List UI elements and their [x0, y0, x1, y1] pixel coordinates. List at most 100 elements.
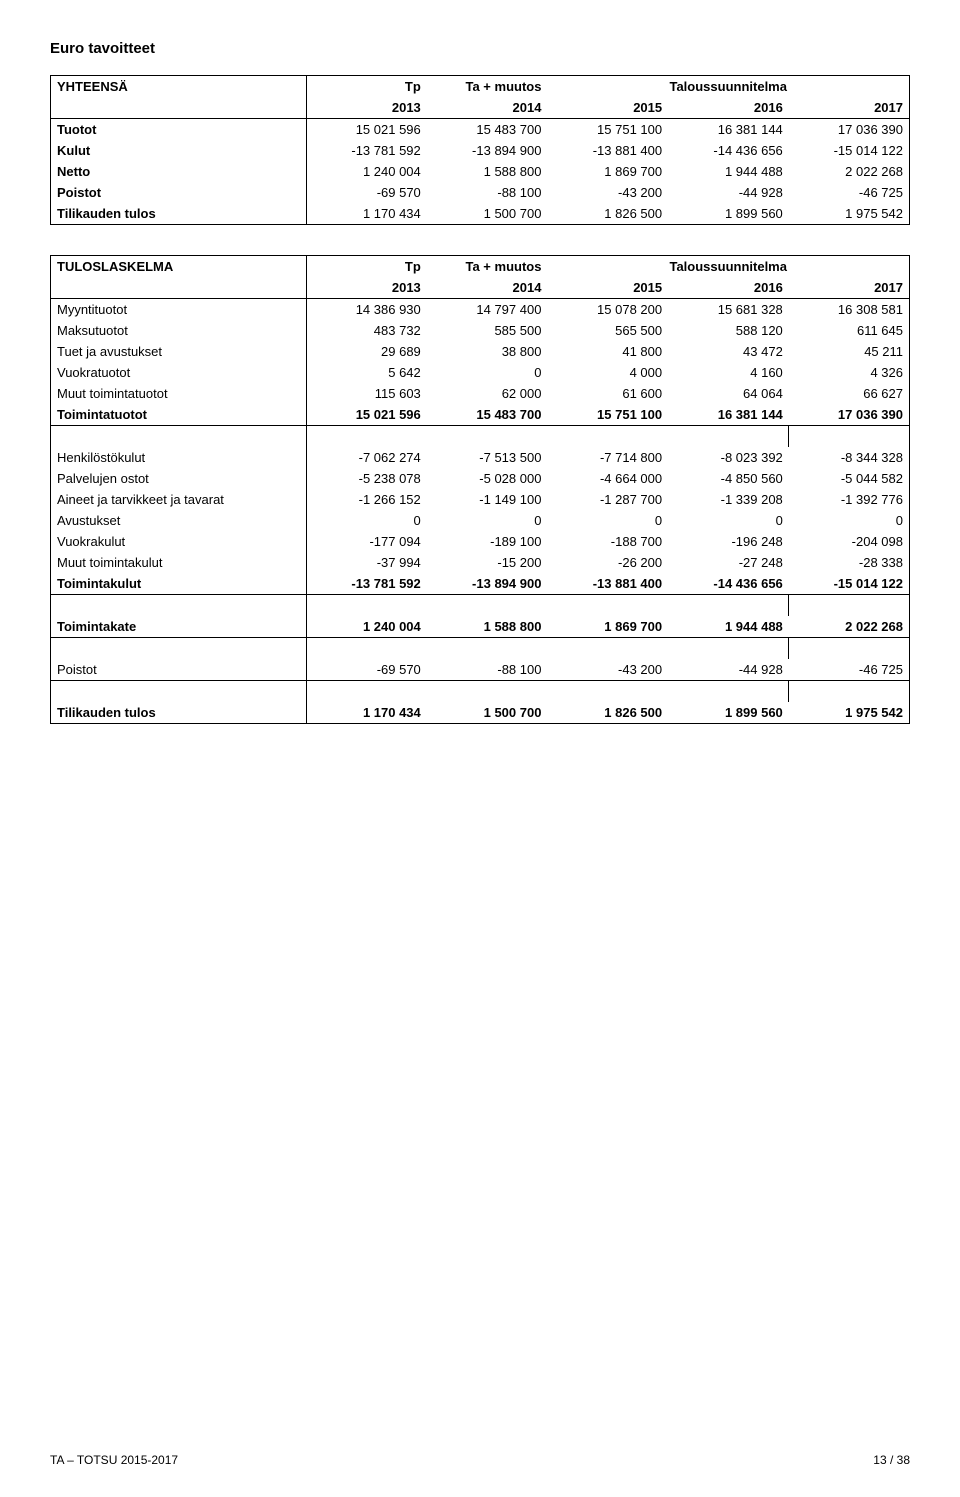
cell: -8 344 328: [789, 447, 910, 468]
table-row: Vuokratuotot5 64204 0004 1604 326: [51, 362, 910, 383]
cell: 16 381 144: [668, 404, 789, 426]
cell: -204 098: [789, 531, 910, 552]
table-row: Muut toimintakulut-37 994-15 200-26 200-…: [51, 552, 910, 573]
table-row: Toimintakate1 240 0041 588 8001 869 7001…: [51, 616, 910, 638]
row-label: Tilikauden tulos: [51, 203, 307, 225]
t1-year-blank: [51, 97, 307, 119]
cell: -37 994: [306, 552, 427, 573]
cell: 1 170 434: [306, 702, 427, 724]
cell: 1 500 700: [427, 702, 548, 724]
row-label: Poistot: [51, 659, 307, 681]
cell: 61 600: [547, 383, 668, 404]
t1-body: Tuotot15 021 59615 483 70015 751 10016 3…: [51, 119, 910, 225]
table-row: Tilikauden tulos1 170 4341 500 7001 826 …: [51, 203, 910, 225]
cell: 45 211: [789, 341, 910, 362]
cell: 1 826 500: [547, 203, 668, 225]
cell: -13 894 900: [427, 140, 548, 161]
footer-right: 13 / 38: [873, 1453, 910, 1467]
cell: 17 036 390: [789, 119, 910, 141]
table-row: Poistot-69 570-88 100-43 200-44 928-46 7…: [51, 182, 910, 203]
row-label: Vuokrakulut: [51, 531, 307, 552]
table-row: Netto1 240 0041 588 8001 869 7001 944 48…: [51, 161, 910, 182]
table-row: Palvelujen ostot-5 238 078-5 028 000-4 6…: [51, 468, 910, 489]
t1-year-0: 2013: [306, 97, 427, 119]
cell: 4 160: [668, 362, 789, 383]
cell: -13 781 592: [306, 140, 427, 161]
cell: 0: [668, 510, 789, 531]
cell: 4 000: [547, 362, 668, 383]
row-label: Aineet ja tarvikkeet ja tavarat: [51, 489, 307, 510]
page-footer: TA – TOTSU 2015-2017 13 / 38: [50, 1453, 910, 1467]
blank-row: [51, 638, 910, 660]
cell: 64 064: [668, 383, 789, 404]
cell: -43 200: [547, 659, 668, 681]
cell: -15 014 122: [789, 140, 910, 161]
cell: 43 472: [668, 341, 789, 362]
cell: 0: [306, 510, 427, 531]
cell: 41 800: [547, 341, 668, 362]
cell: -28 338: [789, 552, 910, 573]
cell: 15 078 200: [547, 299, 668, 321]
cell: 15 021 596: [306, 119, 427, 141]
t2-hdr-tal: Taloussuunnitelma: [547, 256, 909, 278]
row-label: Toimintakate: [51, 616, 307, 638]
cell: 483 732: [306, 320, 427, 341]
cell: -189 100: [427, 531, 548, 552]
cell: 1 240 004: [306, 616, 427, 638]
row-label: Avustukset: [51, 510, 307, 531]
row-label: Tuet ja avustukset: [51, 341, 307, 362]
cell: -88 100: [427, 659, 548, 681]
cell: -88 100: [427, 182, 548, 203]
cell: 15 751 100: [547, 119, 668, 141]
cell: -1 287 700: [547, 489, 668, 510]
cell: -15 014 122: [789, 573, 910, 595]
cell: 1 240 004: [306, 161, 427, 182]
cell: 16 381 144: [668, 119, 789, 141]
cell: 1 944 488: [668, 161, 789, 182]
row-label: Muut toimintakulut: [51, 552, 307, 573]
table-row: Avustukset00000: [51, 510, 910, 531]
t2-hdr-label: TULOSLASKELMA: [51, 256, 307, 278]
table-row: Kulut-13 781 592-13 894 900-13 881 400-1…: [51, 140, 910, 161]
cell: 1 975 542: [789, 702, 910, 724]
cell: 1 944 488: [668, 616, 789, 638]
cell: -7 062 274: [306, 447, 427, 468]
cell: 5 642: [306, 362, 427, 383]
cell: 38 800: [427, 341, 548, 362]
t2-year-0: 2013: [306, 277, 427, 299]
cell: -13 881 400: [547, 573, 668, 595]
table-row: Tilikauden tulos1 170 4341 500 7001 826 …: [51, 702, 910, 724]
cell: 66 627: [789, 383, 910, 404]
cell: -46 725: [789, 182, 910, 203]
cell: -177 094: [306, 531, 427, 552]
t2-year-1: 2014: [427, 277, 548, 299]
cell: -1 392 776: [789, 489, 910, 510]
cell: -8 023 392: [668, 447, 789, 468]
t2-year-3: 2016: [668, 277, 789, 299]
table-row: Muut toimintatuotot115 60362 00061 60064…: [51, 383, 910, 404]
cell: 16 308 581: [789, 299, 910, 321]
table-row: Toimintatuotot15 021 59615 483 70015 751…: [51, 404, 910, 426]
t2-hdr-tam: Ta + muutos: [427, 256, 548, 278]
cell: 1 869 700: [547, 161, 668, 182]
row-label: Poistot: [51, 182, 307, 203]
cell: 2 022 268: [789, 616, 910, 638]
row-label: Muut toimintatuotot: [51, 383, 307, 404]
table-row: Vuokrakulut-177 094-189 100-188 700-196 …: [51, 531, 910, 552]
row-label: Toimintakulut: [51, 573, 307, 595]
t1-year-4: 2017: [789, 97, 910, 119]
cell: -13 881 400: [547, 140, 668, 161]
table-row: Myyntituotot14 386 93014 797 40015 078 2…: [51, 299, 910, 321]
cell: 1 826 500: [547, 702, 668, 724]
cell: 1 588 800: [427, 616, 548, 638]
row-label: Tuotot: [51, 119, 307, 141]
cell: -13 781 592: [306, 573, 427, 595]
row-label: Vuokratuotot: [51, 362, 307, 383]
t1-year-3: 2016: [668, 97, 789, 119]
row-label: Tilikauden tulos: [51, 702, 307, 724]
row-label: Palvelujen ostot: [51, 468, 307, 489]
cell: -15 200: [427, 552, 548, 573]
cell: -196 248: [668, 531, 789, 552]
blank-row: [51, 426, 910, 448]
cell: -44 928: [668, 182, 789, 203]
